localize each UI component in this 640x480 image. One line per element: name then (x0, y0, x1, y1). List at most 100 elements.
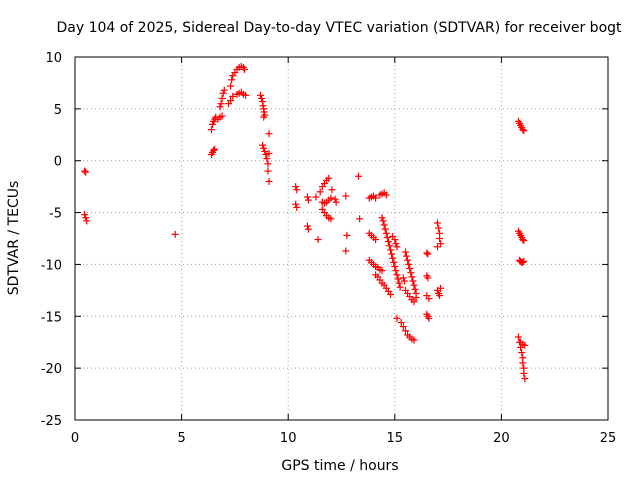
data-point (304, 225, 312, 233)
data-point (395, 279, 403, 287)
data-point (407, 269, 415, 277)
data-points (81, 62, 529, 383)
data-point (171, 230, 179, 238)
data-point (435, 224, 443, 232)
data-point (211, 145, 219, 153)
data-point (514, 333, 522, 341)
data-point (331, 195, 339, 203)
data-point (400, 277, 408, 285)
data-point (218, 94, 226, 102)
y-tick-label: -15 (41, 310, 62, 325)
data-point (265, 177, 273, 185)
data-point (355, 172, 363, 180)
data-point (436, 292, 444, 300)
data-point (433, 219, 441, 227)
data-point (519, 359, 527, 367)
data-point (258, 94, 266, 102)
data-point (406, 265, 414, 273)
data-point (401, 248, 409, 256)
x-axis-ticks: 0 5 10 15 20 25 (71, 57, 616, 446)
data-point (342, 247, 350, 255)
data-point (393, 271, 401, 279)
x-tick-label: 0 (71, 431, 79, 446)
data-point (81, 211, 89, 219)
data-point (392, 267, 400, 275)
data-point (392, 240, 400, 248)
data-point (240, 65, 248, 73)
x-tick-label: 10 (280, 431, 297, 446)
data-point (521, 375, 529, 383)
data-point (265, 149, 273, 157)
data-point (263, 155, 271, 163)
data-point (437, 240, 445, 248)
data-point (391, 263, 399, 271)
data-point (399, 274, 407, 282)
y-axis-ticks: 10 5 0 -5 -10 -15 -20 -25 (41, 51, 608, 429)
data-point (261, 147, 269, 155)
data-point (303, 222, 311, 230)
data-point (292, 200, 300, 208)
data-point (209, 120, 217, 128)
data-point (82, 214, 90, 222)
data-point (229, 92, 237, 100)
data-point (327, 194, 335, 202)
grid-lines (75, 57, 608, 420)
chart-title: Day 104 of 2025, Sidereal Day-to-day VTE… (56, 20, 622, 36)
data-point (520, 237, 528, 245)
x-tick-label: 5 (177, 431, 185, 446)
data-point (387, 246, 395, 254)
data-point (393, 243, 401, 251)
data-point (391, 236, 399, 244)
data-point (260, 113, 268, 121)
data-point (382, 229, 390, 237)
data-point (82, 168, 90, 176)
data-point (401, 327, 409, 335)
data-point (433, 243, 441, 251)
data-point (519, 126, 527, 134)
data-point (219, 89, 227, 97)
data-point (409, 277, 417, 285)
data-point (520, 257, 528, 265)
data-point (437, 284, 445, 292)
data-point (379, 217, 387, 225)
data-point (397, 319, 405, 327)
y-tick-label: 0 (54, 155, 62, 170)
data-point (405, 260, 413, 268)
data-point (519, 236, 527, 244)
data-point (314, 236, 322, 244)
data-point (256, 91, 264, 99)
data-point (411, 285, 419, 293)
data-point (304, 196, 312, 204)
data-point (83, 217, 91, 225)
data-point (519, 258, 527, 266)
data-point (327, 215, 335, 223)
data-point (520, 127, 528, 135)
data-point (81, 167, 89, 175)
data-point (328, 186, 336, 194)
data-point (264, 160, 272, 168)
data-point (396, 283, 404, 291)
data-point (410, 336, 418, 344)
y-tick-label: 5 (54, 103, 62, 118)
y-tick-label: -20 (41, 362, 62, 377)
data-point (384, 238, 392, 246)
data-point (387, 291, 395, 299)
x-tick-label: 20 (493, 431, 510, 446)
y-tick-label: -5 (49, 207, 62, 222)
y-tick-label: -25 (41, 414, 62, 429)
data-point (521, 341, 529, 349)
data-point (210, 146, 218, 154)
y-tick-label: -10 (41, 258, 62, 273)
data-point (312, 193, 320, 201)
data-point (332, 198, 340, 206)
data-point (380, 221, 388, 229)
data-point (228, 76, 236, 84)
data-point (220, 86, 228, 94)
data-point (325, 174, 333, 182)
data-point (385, 242, 393, 250)
data-point (425, 295, 433, 303)
data-point (404, 256, 412, 264)
data-point (260, 144, 268, 152)
data-point (383, 233, 391, 241)
data-point (412, 294, 420, 302)
